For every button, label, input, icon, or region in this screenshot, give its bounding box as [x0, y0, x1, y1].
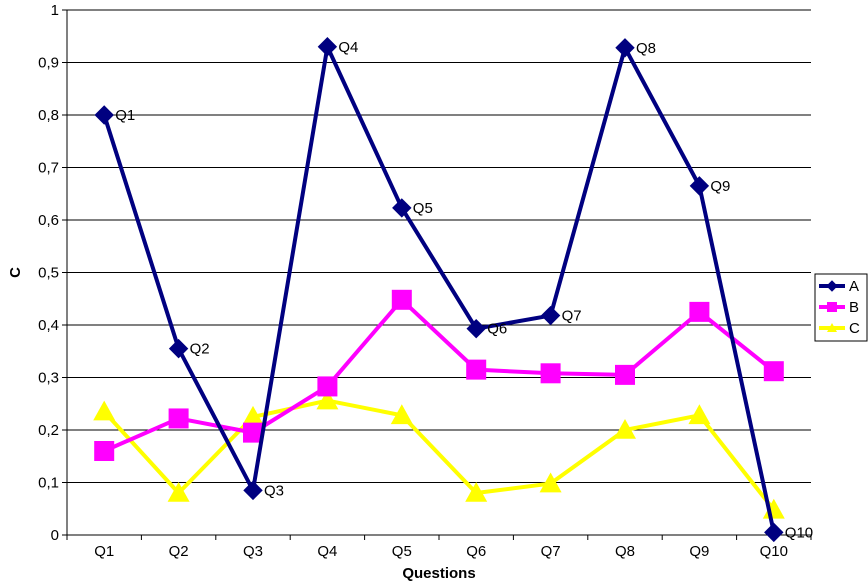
- tick-labels: 0 0,1 0,2 0,3 0,4 0,5 0,6 0,7 0,8 0,9 1 Q1 Q2 Q3 Q4 Q5 Q…: [38, 2, 788, 560]
- data-point-B: [466, 359, 487, 380]
- gridlines: [67, 9, 811, 483]
- data-point-A: [243, 480, 263, 501]
- data-label: Q8: [636, 40, 656, 57]
- legend-item-A: A: [819, 278, 859, 295]
- x-tick-label: Q8: [615, 543, 635, 560]
- data-point-C: [614, 419, 636, 439]
- y-tick-label: 1: [51, 2, 59, 19]
- data-label: Q3: [264, 482, 284, 499]
- legend-label: A: [849, 278, 859, 295]
- data-labels: Q1 Q2 Q3 Q4 Q5 Q6 Q7 Q8 Q9 Q10: [115, 39, 813, 542]
- data-label: Q6: [487, 321, 507, 338]
- y-tick-label: 0,6: [38, 212, 59, 229]
- data-point-A: [615, 38, 635, 58]
- series-line-A: [102, 44, 776, 533]
- data-point-B: [317, 376, 338, 397]
- data-point-B: [689, 301, 710, 322]
- data-point-A: [764, 522, 784, 543]
- series-line-B: [103, 297, 776, 453]
- data-label: Q4: [338, 39, 358, 56]
- legend-label: B: [849, 299, 859, 316]
- x-tick-label: Q3: [243, 543, 263, 560]
- y-tick-label: 0: [51, 527, 59, 544]
- data-point-C: [93, 400, 116, 421]
- data-point-B: [168, 408, 189, 429]
- legend-item-C: C: [819, 320, 860, 337]
- legend-marker: [827, 302, 837, 312]
- data-point-C: [688, 404, 711, 425]
- data-point-B: [540, 363, 561, 384]
- x-tick-label: Q2: [169, 543, 189, 560]
- x-tick-label: Q10: [760, 543, 788, 560]
- x-tick-label: Q5: [392, 543, 412, 560]
- data-point-A: [392, 198, 412, 218]
- y-tick-label: 0,4: [38, 317, 59, 334]
- data-point-A: [689, 176, 710, 196]
- data-point-C: [465, 482, 488, 502]
- data-point-B: [94, 441, 115, 461]
- x-tick-label: Q4: [317, 543, 337, 560]
- data-point-A: [168, 338, 189, 359]
- x-tick-label: Q9: [689, 543, 709, 560]
- y-tick-label: 0,5: [38, 265, 59, 282]
- legend-item-B: B: [819, 299, 859, 316]
- series-A: [94, 37, 784, 543]
- data-label: Q10: [785, 524, 813, 541]
- data-point-C: [242, 405, 264, 426]
- y-tick-label: 0,3: [38, 370, 59, 387]
- axes: [62, 9, 812, 540]
- series-B: [94, 289, 784, 461]
- data-label: Q5: [413, 200, 433, 217]
- data-point-C: [539, 472, 562, 493]
- data-label: Q7: [562, 308, 582, 325]
- data-point-B: [763, 361, 784, 382]
- y-tick-label: 0,8: [38, 107, 59, 124]
- series-C: [93, 389, 785, 519]
- data-point-C: [390, 404, 413, 425]
- legend-marker: [826, 280, 838, 292]
- series-line-C: [102, 398, 776, 512]
- data-point-B: [391, 289, 412, 310]
- data-label: Q1: [115, 107, 135, 124]
- y-axis-title: C: [7, 267, 24, 278]
- data-label: Q9: [710, 178, 730, 195]
- y-tick-label: 0,9: [38, 55, 59, 72]
- data-label: Q2: [190, 341, 210, 358]
- y-tick-label: 0,1: [38, 475, 59, 492]
- series-layer: [93, 37, 785, 543]
- legend-marker: [827, 323, 837, 332]
- data-point-B: [615, 364, 635, 385]
- data-point-A: [317, 37, 338, 57]
- data-point-A: [94, 105, 114, 125]
- y-tick-label: 0,7: [38, 160, 59, 177]
- data-point-A: [466, 318, 486, 339]
- data-point-A: [540, 305, 561, 326]
- data-point-C: [316, 389, 339, 410]
- y-tick-label: 0,2: [38, 422, 59, 439]
- x-axis-title: Questions: [402, 565, 475, 582]
- legend-label: C: [849, 320, 860, 337]
- data-point-C: [167, 482, 190, 502]
- x-tick-label: Q6: [466, 543, 486, 560]
- x-tick-label: Q1: [94, 543, 114, 560]
- legend: ABC: [814, 273, 868, 342]
- data-point-B: [243, 422, 263, 443]
- x-tick-label: Q7: [541, 543, 561, 560]
